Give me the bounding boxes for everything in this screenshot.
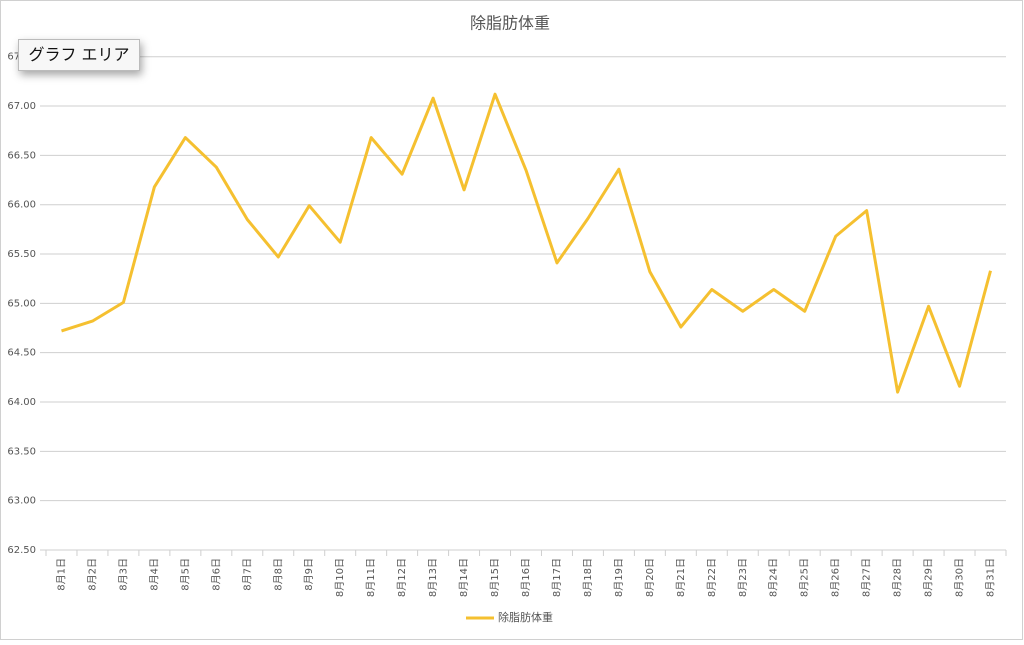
x-tick-label: 8月6日 xyxy=(210,558,222,591)
x-tick-label: 8月12日 xyxy=(396,558,408,597)
x-tick-label: 8月3日 xyxy=(117,558,129,591)
x-tick-label: 8月28日 xyxy=(892,558,904,597)
x-tick-label: 8月13日 xyxy=(427,558,439,597)
y-tick-label: 66.50 xyxy=(7,150,36,161)
x-tick-label: 8月27日 xyxy=(861,558,873,597)
x-tick-label: 8月14日 xyxy=(458,558,470,597)
x-tick-label: 8月8日 xyxy=(272,558,284,591)
y-tick-label: 64.00 xyxy=(7,397,36,408)
y-tick-label: 66.00 xyxy=(7,200,36,211)
y-tick-label: 63.00 xyxy=(7,496,36,507)
legend-label: 除脂肪体重 xyxy=(498,610,553,624)
x-tick-label: 8月16日 xyxy=(520,558,532,597)
x-tick-label: 8月17日 xyxy=(551,558,563,597)
x-tick-label: 8月18日 xyxy=(582,558,594,597)
x-tick-label: 8月15日 xyxy=(489,558,501,597)
x-tick-label: 8月11日 xyxy=(365,558,377,597)
x-tick-label: 8月21日 xyxy=(675,558,687,597)
x-tick-label: 8月30日 xyxy=(954,558,966,597)
x-tick-label: 8月26日 xyxy=(830,558,842,597)
chart-title: 除脂肪体重 xyxy=(470,14,550,33)
x-tick-label: 8月10日 xyxy=(334,558,346,597)
x-tick-label: 8月2日 xyxy=(86,558,98,591)
x-tick-label: 8月23日 xyxy=(737,558,749,597)
x-tick-label: 8月19日 xyxy=(613,558,625,597)
x-tick-label: 8月20日 xyxy=(644,558,656,597)
data-line xyxy=(61,92,992,394)
x-tick-label: 8月7日 xyxy=(241,558,253,591)
tooltip: グラフ エリア xyxy=(18,39,140,71)
y-tick-label: 65.00 xyxy=(7,298,36,309)
x-tick-label: 8月4日 xyxy=(148,558,160,591)
y-tick-label: 65.50 xyxy=(7,249,36,260)
x-tick-label: 8月29日 xyxy=(923,558,935,597)
y-tick-label: 67.00 xyxy=(7,101,36,112)
y-tick-label: 64.50 xyxy=(7,348,36,359)
x-tick-label: 8月5日 xyxy=(179,558,191,591)
x-tick-label: 8月25日 xyxy=(799,558,811,597)
x-tick-label: 8月22日 xyxy=(706,558,718,597)
x-tick-label: 8月9日 xyxy=(303,558,315,591)
x-tick-label: 8月24日 xyxy=(768,558,780,597)
x-tick-label: 8月1日 xyxy=(55,558,67,591)
y-tick-label: 62.50 xyxy=(7,545,36,556)
x-tick-label: 8月31日 xyxy=(985,558,997,597)
y-tick-label: 63.50 xyxy=(7,446,36,457)
